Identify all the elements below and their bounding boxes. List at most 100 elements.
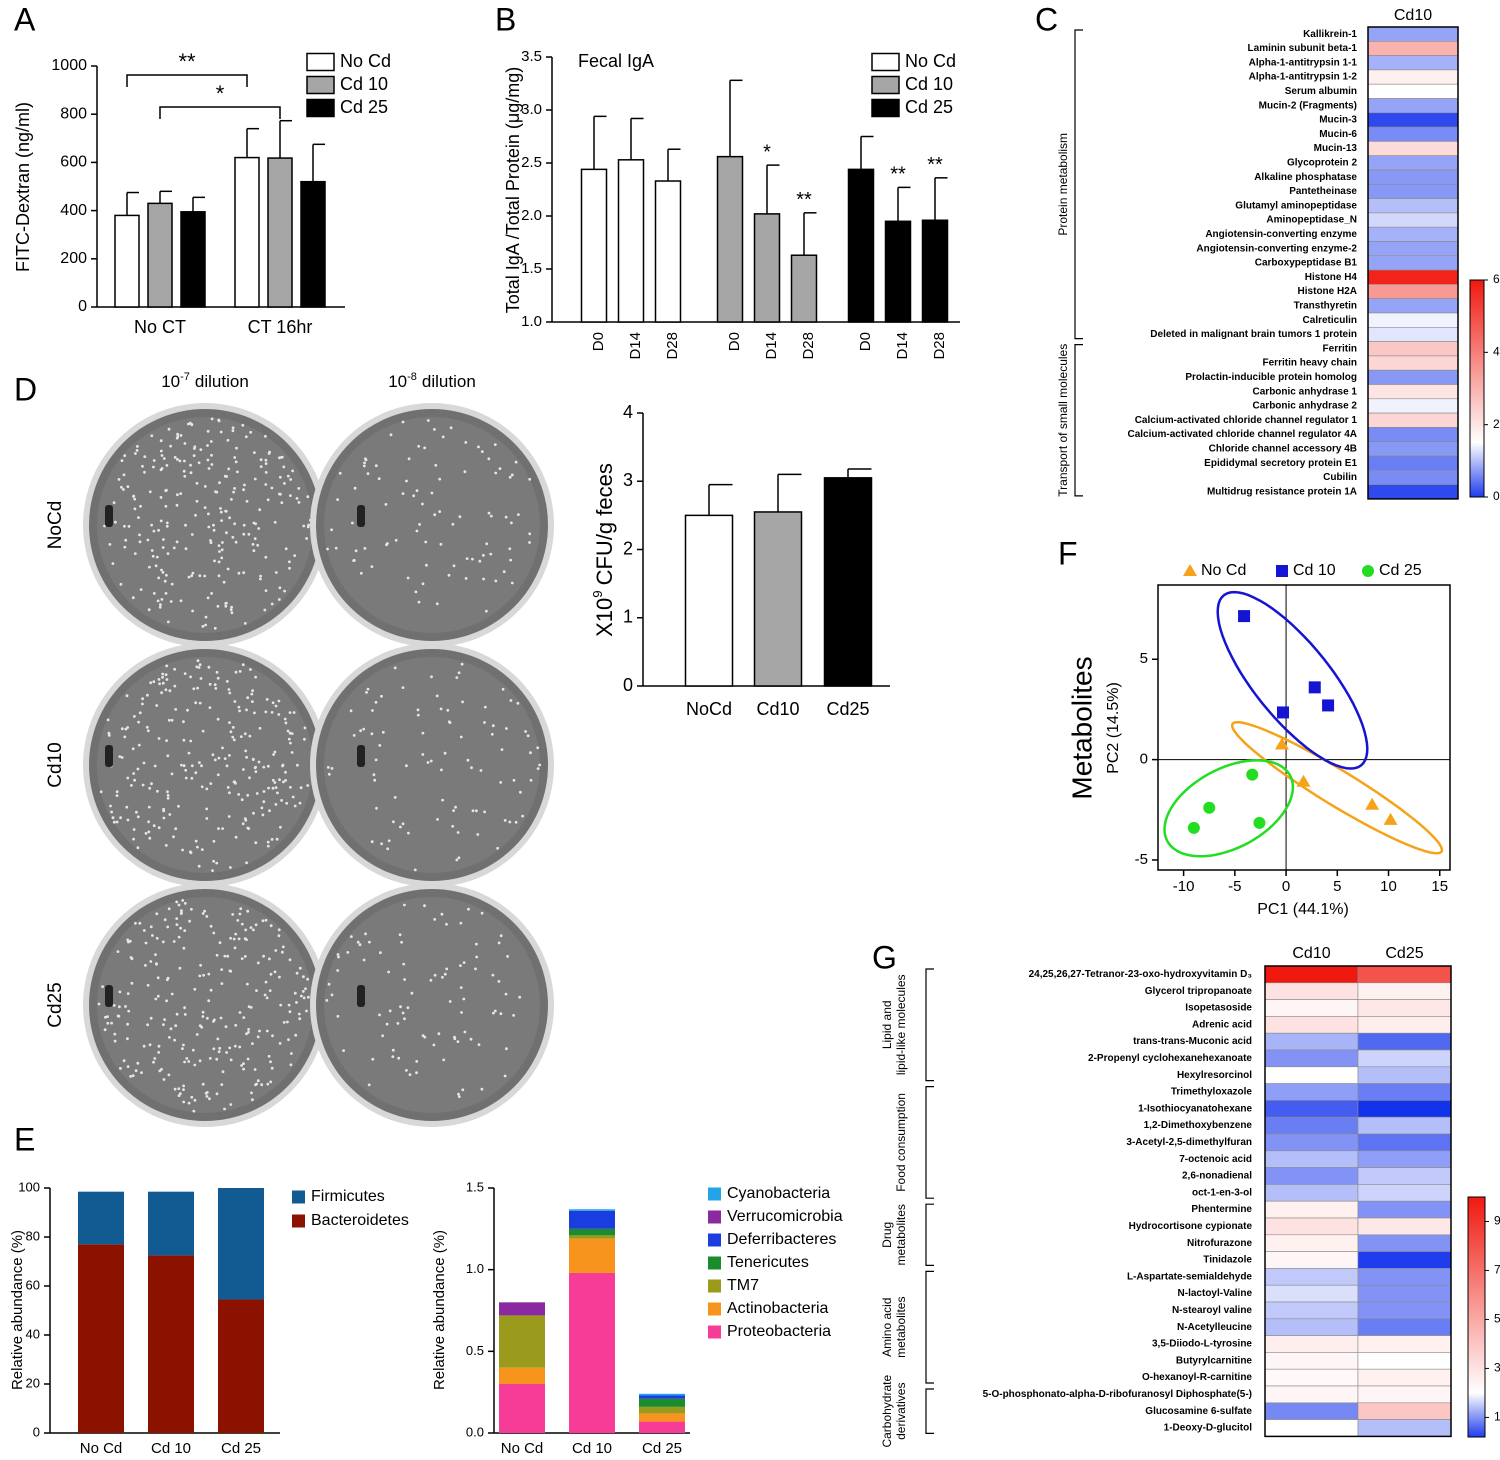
row-label: Alkaline phosphatase — [1254, 172, 1357, 183]
colony — [200, 848, 204, 851]
colony — [172, 940, 176, 943]
colony — [230, 498, 233, 501]
legend-label: No Cd — [905, 51, 956, 71]
colony — [302, 975, 305, 979]
row-label: Deleted in malignant brain tumors 1 prot… — [1150, 329, 1357, 340]
row-label: 1-Isothiocyanatohexane — [1138, 1103, 1252, 1114]
colony — [147, 608, 151, 612]
colony — [252, 928, 255, 932]
row-label: 3,5-Diiodo-L-tyrosine — [1152, 1339, 1252, 1350]
colony — [237, 937, 241, 941]
y-tick-label: 1.0 — [521, 313, 542, 330]
colony — [512, 778, 516, 782]
colony — [226, 438, 230, 442]
row-label: Pantetheinase — [1289, 186, 1357, 197]
row-label: Kallikrein-1 — [1303, 29, 1357, 40]
colony — [516, 701, 520, 705]
colony — [144, 941, 148, 945]
legend-swatch — [292, 1214, 305, 1228]
colony — [262, 765, 266, 769]
colony — [231, 429, 235, 433]
colony — [245, 499, 249, 503]
y-axis-label: Total IgA /Total Protein (μg/mg) — [503, 67, 523, 313]
colony — [161, 681, 165, 685]
row-label: Trimethyloxazole — [1171, 1087, 1253, 1098]
heatmap-cell — [1264, 1100, 1359, 1118]
colony — [451, 522, 455, 526]
colony — [123, 545, 127, 549]
legend-label: No Cd — [340, 51, 391, 71]
row-label: NoCd — [45, 501, 66, 550]
colony — [438, 510, 442, 513]
colony — [147, 805, 151, 809]
row-label: Histone H2A — [1298, 286, 1357, 297]
colony — [252, 811, 255, 815]
colony — [166, 790, 169, 794]
colony — [462, 997, 466, 1001]
row-label: Epididymal secretory protein E1 — [1204, 458, 1357, 469]
colony — [421, 582, 425, 586]
colony — [240, 922, 244, 926]
colony — [200, 785, 204, 789]
colony — [183, 474, 187, 478]
colony — [509, 699, 513, 702]
colony — [226, 567, 230, 571]
colony — [193, 1063, 197, 1067]
plate-label-mark — [357, 745, 365, 767]
row-label: Angiotensin-converting enzyme — [1205, 229, 1357, 240]
colony — [499, 1012, 503, 1016]
bar-segment — [218, 1299, 264, 1433]
legend-swatch — [292, 1190, 305, 1204]
colony — [99, 790, 103, 794]
colony — [211, 869, 214, 872]
colony — [227, 688, 231, 691]
colony — [216, 717, 220, 721]
group-bracket — [1074, 344, 1083, 497]
bar — [580, 168, 608, 323]
colony — [405, 764, 408, 768]
colony — [116, 950, 120, 953]
colony — [475, 809, 478, 813]
colony — [226, 954, 230, 958]
colony — [150, 434, 154, 438]
colony — [119, 1067, 122, 1070]
colony — [242, 488, 246, 492]
heatmap-cell — [1264, 1402, 1359, 1420]
heatmap-cell — [1264, 999, 1359, 1017]
colony — [240, 798, 244, 802]
colony — [241, 663, 245, 667]
colony — [407, 831, 410, 835]
colony — [251, 700, 254, 703]
colony — [457, 1092, 460, 1096]
colony — [454, 805, 457, 809]
legend-swatch — [708, 1302, 721, 1316]
colony — [281, 945, 285, 949]
colony — [217, 418, 221, 422]
colony — [393, 666, 397, 670]
colony — [234, 932, 238, 936]
colony — [303, 737, 306, 741]
heatmap-cell — [1367, 198, 1459, 214]
heatmap-cell — [1367, 212, 1459, 228]
colony — [144, 832, 148, 835]
colony — [235, 446, 238, 450]
colony — [157, 576, 161, 580]
row-label: Glucosamine 6-sulfate — [1145, 1406, 1252, 1417]
heatmap-cell — [1367, 427, 1459, 442]
bar-segment — [639, 1406, 685, 1414]
colorbar-tick-label: 5 — [1494, 1312, 1500, 1326]
colony — [220, 556, 224, 560]
colony — [161, 571, 165, 574]
row-label: Glycerol tripropanoate — [1145, 986, 1253, 997]
colony — [274, 786, 278, 789]
colony — [483, 721, 486, 724]
colony — [192, 1109, 196, 1113]
colony — [179, 599, 183, 603]
colony — [297, 1012, 301, 1016]
heatmap-cell — [1264, 1150, 1359, 1168]
colony — [107, 731, 111, 735]
heatmap-cell — [1264, 1167, 1359, 1185]
colony — [480, 911, 484, 915]
colony — [521, 814, 524, 818]
colony — [193, 987, 197, 991]
